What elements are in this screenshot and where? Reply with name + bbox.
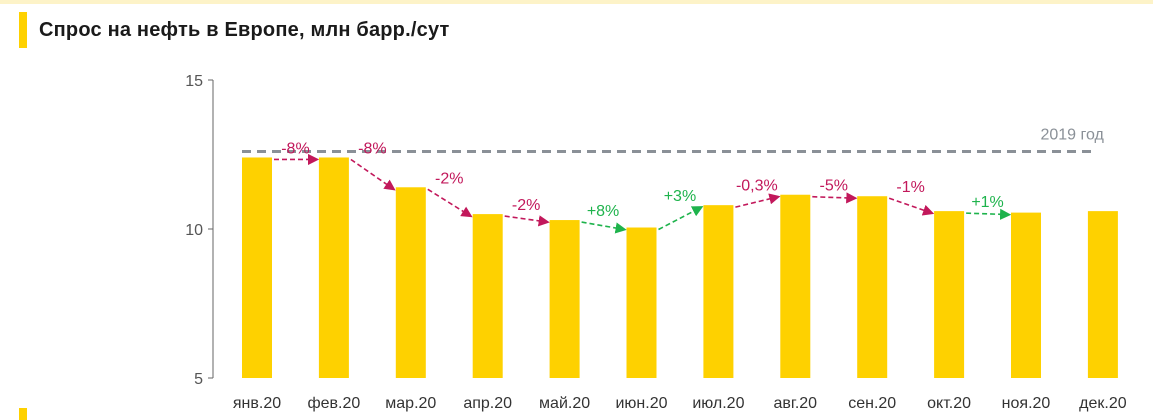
change-arrow	[581, 221, 627, 234]
bar	[549, 220, 580, 378]
top-rule	[0, 0, 1153, 4]
y-tick-label: 10	[185, 222, 203, 239]
bar	[318, 157, 349, 378]
change-label: -8%	[281, 140, 309, 157]
bar	[472, 214, 503, 378]
x-tick-label: дек.20	[1079, 395, 1127, 412]
bar	[242, 157, 272, 378]
labels-layer: янв.20 фев.20 мар.20 апр.20 май.20 июн.20 июл.…	[233, 395, 1127, 412]
x-tick-label: авг.20	[774, 395, 818, 412]
change-arrow	[504, 215, 550, 227]
bar	[1011, 212, 1041, 378]
bar	[780, 194, 811, 378]
x-tick-label: июл.20	[692, 395, 744, 412]
footer-accent-bar	[19, 408, 27, 420]
y-tick-label: 15	[185, 73, 203, 90]
change-arrow	[966, 208, 1012, 220]
x-tick-label: мар.20	[385, 395, 436, 412]
x-tick-label: ноя.20	[1002, 395, 1051, 412]
bar	[395, 187, 426, 378]
bar	[1087, 211, 1118, 378]
y-tick-label: 5	[194, 371, 203, 388]
bar	[703, 205, 734, 378]
chart-title: Спрос на нефть в Европе, млн барр./сут	[39, 19, 450, 41]
x-tick-label: окт.20	[927, 395, 971, 412]
bars-layer	[242, 157, 1118, 378]
change-label: -0,3%	[736, 178, 778, 195]
change-arrow	[735, 193, 781, 208]
change-arrows-layer: -8% -8% -2% -2% +8% +3% -0,3% -5% -1% +1%	[274, 140, 1012, 234]
change-label: -1%	[896, 179, 924, 196]
axis-layer: 5 10 15	[185, 73, 214, 388]
change-label: +1%	[971, 194, 1003, 211]
x-tick-label: июн.20	[615, 395, 667, 412]
change-arrow	[812, 192, 858, 204]
change-arrow	[427, 188, 473, 218]
title-accent-bar	[19, 12, 27, 48]
change-arrow	[658, 206, 704, 231]
x-tick-label: янв.20	[233, 395, 281, 412]
x-tick-label: сен.20	[848, 395, 896, 412]
bar	[626, 227, 657, 378]
x-tick-label: май.20	[539, 395, 590, 412]
change-label: -2%	[512, 197, 540, 214]
x-tick-label: фев.20	[307, 395, 360, 412]
reference-line-label: 2019 год	[1040, 127, 1104, 144]
change-label: -2%	[435, 170, 463, 187]
change-label: +8%	[587, 203, 619, 220]
x-tick-label: апр.20	[463, 395, 512, 412]
change-arrow	[350, 158, 396, 191]
change-arrow	[888, 197, 935, 216]
change-label: +3%	[664, 188, 696, 205]
change-label: -5%	[820, 178, 848, 195]
bar	[934, 211, 965, 378]
change-label: -8%	[358, 140, 386, 157]
bar	[857, 196, 888, 378]
reference-layer: 2019 год	[242, 127, 1105, 154]
